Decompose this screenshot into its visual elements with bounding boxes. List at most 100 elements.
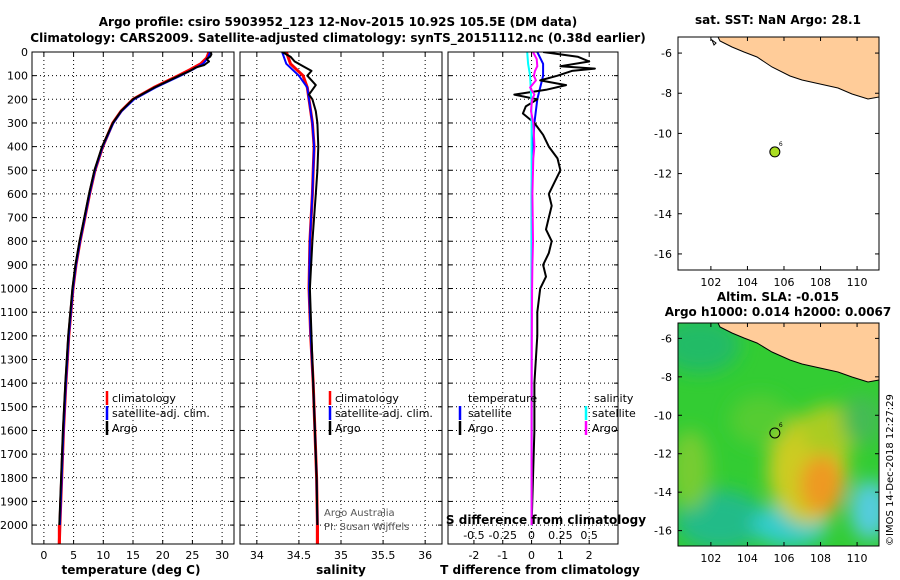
salinity-panel: 34 34.5 35 35.5 36 salinity climatology sate… — [239, 51, 443, 577]
temperature-grid — [32, 51, 234, 544]
series-line-t-argo — [513, 52, 596, 526]
sst-map-land — [717, 37, 879, 100]
salinity-axes-frame — [239, 51, 443, 545]
map-y-tick-label: -10 — [654, 409, 672, 422]
legend-satellite-label: satellite-adj. clim. — [112, 407, 210, 420]
x-tick-label: 1 — [557, 549, 564, 562]
y-tick-label: 1900 — [0, 495, 28, 508]
map-x-tick-label: 102 — [700, 276, 721, 289]
map-y-tick-label: -8 — [661, 371, 672, 384]
legend-t-satellite-label: satellite — [468, 407, 512, 420]
temperature-xlabel: temperature (deg C) — [62, 563, 201, 577]
sla-map-panel: Altim. SLA: -0.015 Argo h1000: 0.014 h20… — [654, 290, 891, 565]
y-tick-label: 1000 — [0, 283, 28, 296]
s-difference-xlabel: S difference from climatology — [446, 513, 646, 527]
legend-argo-label: Argo — [335, 422, 361, 435]
map-y-tick-label: -12 — [654, 448, 672, 461]
map-y-tick-label: -12 — [654, 168, 672, 181]
argo-float-marker — [769, 146, 781, 158]
x-tick-label: 34 — [250, 549, 264, 562]
x-tick-label: 20 — [156, 549, 170, 562]
y-tick-label: 2000 — [0, 519, 28, 532]
map-x-tick-label: 106 — [773, 276, 794, 289]
salinity-annotation-line2: PI: Susan Wijffels — [324, 522, 409, 533]
y-tick-label: 600 — [7, 188, 28, 201]
sla-map-title-line2: Argo h1000: 0.014 h2000: 0.0067 — [665, 305, 892, 319]
sst-map-island — [710, 38, 717, 46]
sst-map-title: sat. SST: NaN Argo: 28.1 — [695, 13, 861, 27]
y-tick-label: 400 — [7, 141, 28, 154]
map-y-tick-label: -14 — [654, 208, 672, 221]
x-tick-label: 30 — [215, 549, 229, 562]
y-tick-label: 100 — [7, 70, 28, 83]
x-tick-label: -2 — [468, 549, 479, 562]
difference-legend: temperature satellite Argo salinity sate… — [458, 392, 636, 435]
y-tick-label: 800 — [7, 235, 28, 248]
map-x-tick-label: 110 — [847, 552, 868, 565]
sla-heatmap — [678, 323, 879, 546]
x-tick-label: 5 — [70, 549, 77, 562]
legend-satellite-label: satellite-adj. clim. — [335, 407, 433, 420]
y-tick-label: 1200 — [0, 330, 28, 343]
map-x-tick-label: 110 — [847, 276, 868, 289]
argo-float-label: 6 — [779, 141, 783, 148]
x2-tick-label: 0.25 — [548, 529, 573, 542]
legend-t-argo-label: Argo — [468, 422, 494, 435]
map-y-tick-label: -8 — [661, 87, 672, 100]
sst-map-panel: sat. SST: NaN Argo: 28.1 102 104 106 108 110… — [654, 13, 880, 289]
x-tick-label: 0 — [528, 549, 535, 562]
x-tick-label: 25 — [185, 549, 199, 562]
series-line-satellite-adj-clim- — [281, 52, 319, 544]
map-x-tick-label: 108 — [810, 552, 831, 565]
sst-map-frame — [677, 36, 880, 271]
t-difference-xlabel: T difference from climatology — [440, 563, 640, 577]
x2-tick-label: -0.5 — [463, 529, 484, 542]
map-y-tick-label: -16 — [654, 525, 672, 538]
series-line-s-argo — [529, 52, 539, 526]
x-tick-label: 36 — [418, 549, 432, 562]
sla-map-title-line1: Altim. SLA: -0.015 — [717, 290, 839, 304]
y-tick-label: 200 — [7, 93, 28, 106]
temperature-legend: climatology satellite-adj. clim. Argo — [105, 391, 210, 435]
x-tick-label: 35 — [334, 549, 348, 562]
legend-argo-label: Argo — [112, 422, 138, 435]
legend-s-satellite-label: satellite — [592, 407, 636, 420]
salinity-xlabel: salinity — [316, 563, 366, 577]
salinity-annotation-line1: Argo Australia — [324, 508, 395, 519]
difference-panel: -2 -1 0 1 2 S difference from climatology -0… — [440, 51, 646, 577]
legend-salinity-title: salinity — [594, 392, 634, 405]
y-tick-label: 1400 — [0, 377, 28, 390]
map-y-tick-label: -16 — [654, 248, 672, 261]
legend-s-argo-label: Argo — [592, 422, 618, 435]
map-x-tick-label: 106 — [773, 552, 794, 565]
y-tick-label: 700 — [7, 212, 28, 225]
y-tick-label: 900 — [7, 259, 28, 272]
legend-temperature-title: temperature — [468, 392, 537, 405]
legend-climatology-label: climatology — [112, 392, 176, 405]
map-x-tick-label: 108 — [810, 276, 831, 289]
temperature-panel: 0100200300400500600700800900100011001200… — [0, 46, 235, 577]
x-tick-label: 0 — [40, 549, 47, 562]
map-y-tick-label: -10 — [654, 127, 672, 140]
y-tick-label: 1500 — [0, 401, 28, 414]
y-tick-label: 1800 — [0, 472, 28, 485]
legend-climatology-label: climatology — [335, 392, 399, 405]
x-tick-label: 15 — [126, 549, 140, 562]
sla-map-land — [717, 323, 879, 383]
imos-credit: ©IMOS 14-Dec-2018 12:27:29 — [885, 394, 896, 546]
series-line-satellite-adj-clim- — [58, 52, 212, 544]
y-tick-label: 1100 — [0, 306, 28, 319]
y-tick-label: 1300 — [0, 354, 28, 367]
x-tick-label: 35.5 — [371, 549, 396, 562]
map-y-tick-label: -14 — [654, 486, 672, 499]
figure-title-line2: Climatology: CARS2009. Satellite-adjuste… — [30, 31, 645, 46]
map-x-tick-label: 104 — [737, 552, 758, 565]
x-tick-label: -1 — [497, 549, 508, 562]
x-tick-label: 34.5 — [287, 549, 312, 562]
argo-float-marker — [769, 427, 781, 439]
x2-tick-label: -0.25 — [489, 529, 517, 542]
argo-float-label: 6 — [779, 422, 783, 429]
y-tick-label: 1700 — [0, 448, 28, 461]
map-y-tick-label: -6 — [661, 47, 672, 60]
